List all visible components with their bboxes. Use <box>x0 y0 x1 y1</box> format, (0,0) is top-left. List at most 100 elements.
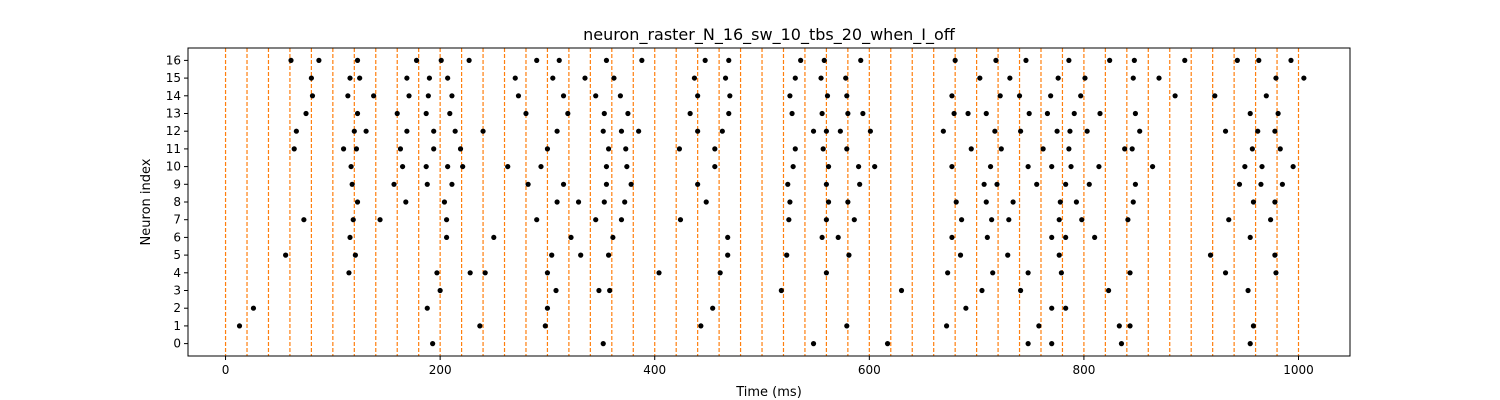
y-tick-label: 16 <box>166 53 181 67</box>
spike-point <box>1086 181 1092 187</box>
spike-point <box>1063 181 1069 187</box>
spike-point <box>1055 75 1061 81</box>
spike-point <box>958 217 965 223</box>
y-tick-label: 15 <box>166 71 181 85</box>
spike-point <box>1255 128 1261 134</box>
spike-point <box>457 146 464 152</box>
spike-point <box>357 75 363 81</box>
spike-point <box>712 163 718 170</box>
spike-point <box>857 181 863 187</box>
spike-point <box>449 181 455 187</box>
spike-point <box>431 128 437 134</box>
x-axis-ticks: 0 200 400 600 800 1000 <box>222 356 1314 377</box>
spike-point <box>352 252 358 258</box>
spike-point <box>1259 163 1265 170</box>
spike-point <box>618 128 625 134</box>
spike-point <box>987 163 994 170</box>
spike-point <box>820 146 826 152</box>
spike-point <box>860 110 866 117</box>
spike-point <box>1036 323 1042 329</box>
spike-point <box>1066 146 1072 152</box>
spike-point <box>391 181 397 187</box>
spike-point <box>698 323 704 329</box>
spike-point <box>1222 270 1229 276</box>
spike-point <box>1073 199 1079 205</box>
spike-point <box>618 217 625 223</box>
spike-point <box>1250 323 1257 329</box>
spike-point <box>1127 323 1133 329</box>
spike-point <box>656 270 662 276</box>
spike-point <box>480 128 486 134</box>
spike-point <box>818 75 824 81</box>
spike-point <box>823 128 830 134</box>
spike-point <box>1275 110 1281 117</box>
spike-point <box>702 57 708 63</box>
spike-point <box>1005 252 1011 258</box>
y-tick-label: 11 <box>166 142 181 156</box>
spike-point <box>291 146 297 152</box>
y-tick-label: 9 <box>173 177 181 191</box>
spike-point <box>309 93 316 99</box>
spike-point <box>303 110 309 117</box>
spike-point <box>525 181 531 187</box>
spike-point <box>1288 57 1294 63</box>
spike-point <box>898 287 905 294</box>
spike-point <box>560 93 567 99</box>
spike-point <box>1207 252 1214 258</box>
spike-point <box>825 199 832 205</box>
spike-point <box>466 57 472 63</box>
spike-point <box>1127 270 1133 276</box>
spike-point <box>575 199 582 205</box>
spike-point <box>1063 234 1069 241</box>
spike-point <box>603 57 610 63</box>
spike-point <box>1258 181 1264 187</box>
spike-point <box>534 217 540 223</box>
spike-point <box>1071 110 1077 117</box>
spike-point <box>593 93 599 99</box>
spike-point <box>1049 234 1055 241</box>
spike-point <box>1172 93 1178 99</box>
spike-point <box>354 110 361 117</box>
spike-point <box>1044 110 1051 117</box>
spike-point <box>719 128 725 134</box>
spike-point <box>346 270 352 276</box>
spike-point <box>512 75 518 81</box>
spike-point <box>477 323 483 329</box>
spike-point <box>554 199 560 205</box>
spike-point <box>600 128 606 134</box>
spike-point <box>1034 181 1040 187</box>
spike-point <box>426 75 433 81</box>
spike-point <box>989 217 995 223</box>
spike-point <box>553 287 559 294</box>
spike-point <box>593 217 599 223</box>
spike-point <box>430 341 436 347</box>
y-tick-label: 10 <box>166 160 181 174</box>
spike-point <box>1049 341 1055 347</box>
spike-point <box>403 199 409 205</box>
spike-point <box>582 75 588 81</box>
spike-point <box>1268 217 1274 223</box>
spike-point <box>394 110 400 117</box>
spike-point <box>823 270 830 276</box>
spike-point <box>855 163 862 170</box>
spike-point <box>1272 199 1278 205</box>
y-tick-label: 4 <box>173 266 181 280</box>
spike-point <box>377 217 383 223</box>
spike-point <box>617 93 623 99</box>
spike-point <box>712 146 718 152</box>
spike-point <box>1290 163 1296 170</box>
spike-point <box>628 181 634 187</box>
spike-point <box>250 305 257 311</box>
spike-point <box>565 110 571 117</box>
spike-point <box>399 163 406 170</box>
spike-point <box>550 75 556 81</box>
spike-point <box>884 341 891 347</box>
spike-point <box>1010 199 1016 205</box>
spike-point <box>1129 146 1135 152</box>
spike-point <box>544 146 551 152</box>
spike-point <box>542 323 548 329</box>
spike-point <box>824 93 831 99</box>
y-tick-label: 14 <box>166 89 181 103</box>
x-tick-label: 200 <box>429 363 452 377</box>
